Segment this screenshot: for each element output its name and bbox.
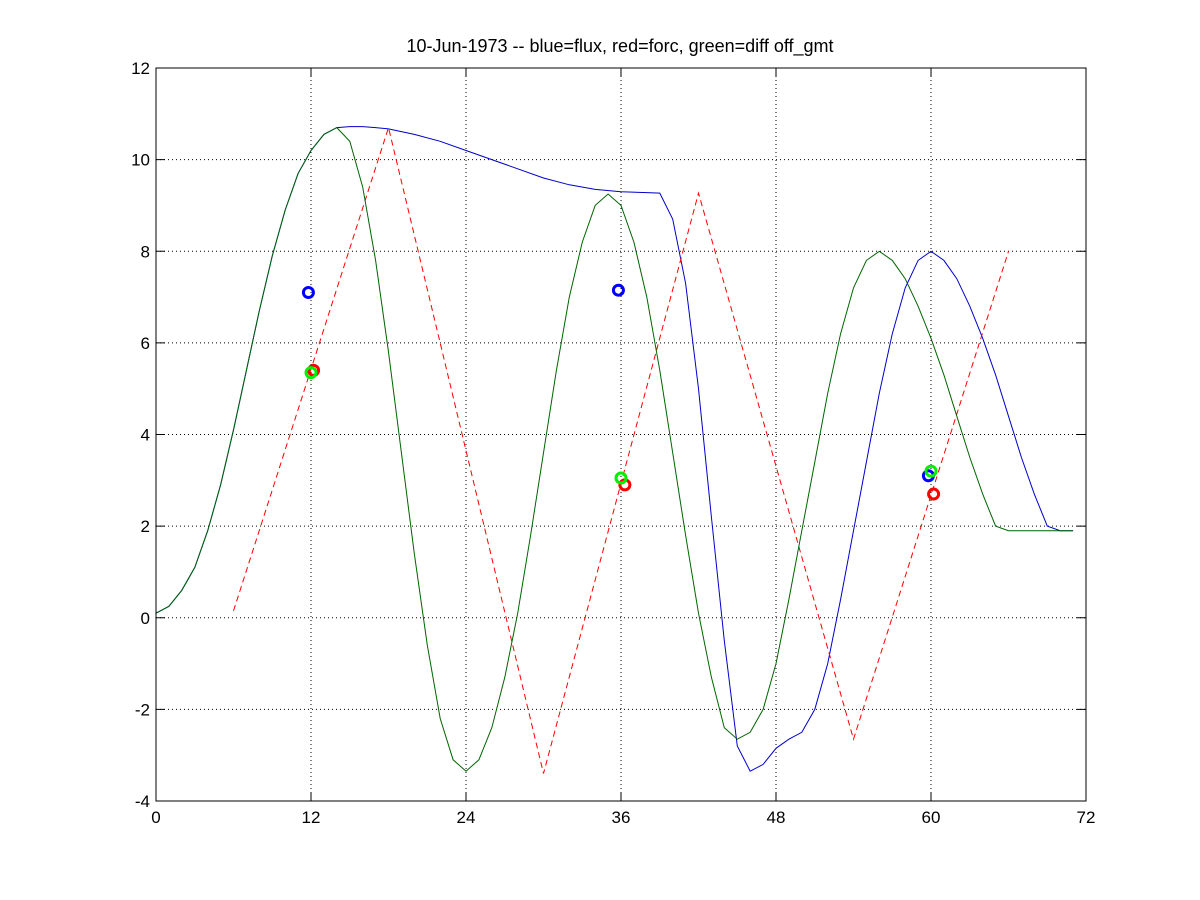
y-tick-label: 10 bbox=[131, 151, 150, 170]
data-markers bbox=[301, 283, 941, 501]
y-tick-label: 4 bbox=[141, 426, 150, 445]
marker-flux bbox=[301, 285, 315, 299]
y-tick-label: 0 bbox=[141, 609, 150, 628]
x-tick-label: 0 bbox=[151, 808, 160, 827]
marker-diff bbox=[304, 366, 318, 380]
x-tick-label: 72 bbox=[1077, 808, 1096, 827]
y-tick-label: 8 bbox=[141, 242, 150, 261]
y-tick-label: -4 bbox=[135, 792, 150, 811]
y-tick-label: -2 bbox=[135, 700, 150, 719]
x-tick-label: 24 bbox=[457, 808, 476, 827]
x-tick-label: 12 bbox=[302, 808, 321, 827]
x-tick-label: 36 bbox=[612, 808, 631, 827]
series-line-flux bbox=[155, 126, 1074, 772]
x-tick-label: 48 bbox=[767, 808, 786, 827]
y-tick-label: 12 bbox=[131, 59, 150, 78]
series-lines bbox=[155, 125, 1074, 774]
marker-forc bbox=[927, 487, 941, 501]
chart-title: 10-Jun-1973 -- blue=flux, red=forc, gree… bbox=[406, 36, 833, 57]
grid-lines bbox=[156, 68, 1086, 801]
x-tick-label: 60 bbox=[922, 808, 941, 827]
marker-diff bbox=[924, 464, 938, 478]
axis-ticks bbox=[155, 67, 1087, 802]
series-line-diff bbox=[155, 126, 1074, 772]
marker-diff bbox=[614, 471, 628, 485]
marker-flux bbox=[611, 283, 625, 297]
y-tick-label: 2 bbox=[141, 517, 150, 536]
y-tick-label: 6 bbox=[141, 334, 150, 353]
